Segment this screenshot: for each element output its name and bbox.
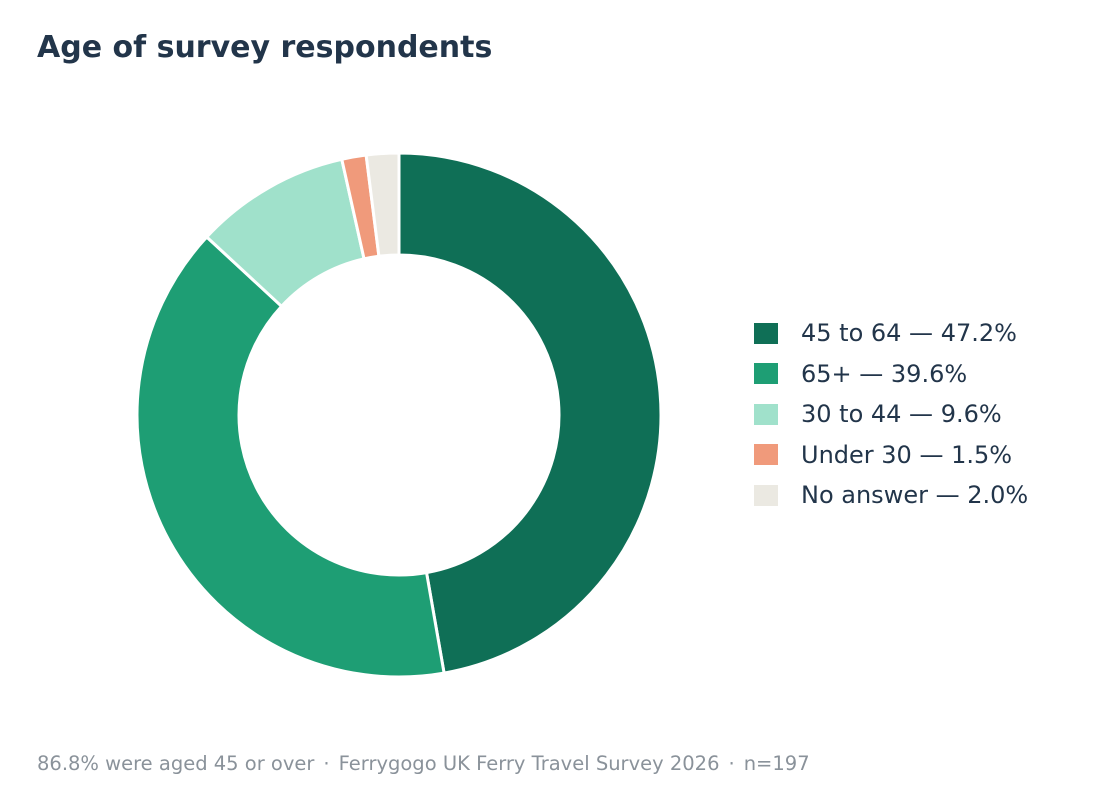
legend-swatch (754, 403, 778, 425)
legend-item-65-plus: 65+ — 39.6% (754, 354, 1028, 395)
legend-label: Under 30 — 1.5% (801, 440, 1013, 469)
footer-note: 86.8% were aged 45 or over · Ferrygogo UK … (37, 752, 810, 775)
legend-swatch (754, 444, 778, 466)
footer-separator: · (728, 752, 735, 775)
donut-slices (135, 151, 663, 679)
legend-label: No answer — 2.0% (801, 481, 1029, 510)
footer-separator: · (323, 752, 330, 775)
donut-slice-45-to-64 (397, 151, 663, 675)
legend-item-no-answer: No answer — 2.0% (754, 475, 1028, 516)
donut-slice-65-plus (135, 235, 446, 679)
legend-label: 45 to 64 — 47.2% (801, 319, 1017, 348)
footer-sample: n=197 (743, 752, 810, 775)
legend-item-45-to-64: 45 to 64 — 47.2% (754, 313, 1028, 354)
chart-title: Age of survey respondents (37, 30, 493, 65)
footer-source: Ferrygogo UK Ferry Travel Survey 2026 (338, 752, 720, 775)
footer-summary: 86.8% were aged 45 or over (37, 752, 315, 775)
legend-item-under-30: Under 30 — 1.5% (754, 435, 1028, 476)
legend-swatch (754, 484, 778, 506)
legend-item-30-to-44: 30 to 44 — 9.6% (754, 394, 1028, 435)
donut-slice-no-answer (364, 151, 401, 258)
legend-label: 65+ — 39.6% (801, 359, 968, 388)
legend-label: 30 to 44 — 9.6% (801, 400, 1002, 429)
legend: 45 to 64 — 47.2% 65+ — 39.6% 30 to 44 — … (754, 313, 1028, 516)
legend-swatch (754, 322, 778, 344)
legend-swatch (754, 363, 778, 385)
